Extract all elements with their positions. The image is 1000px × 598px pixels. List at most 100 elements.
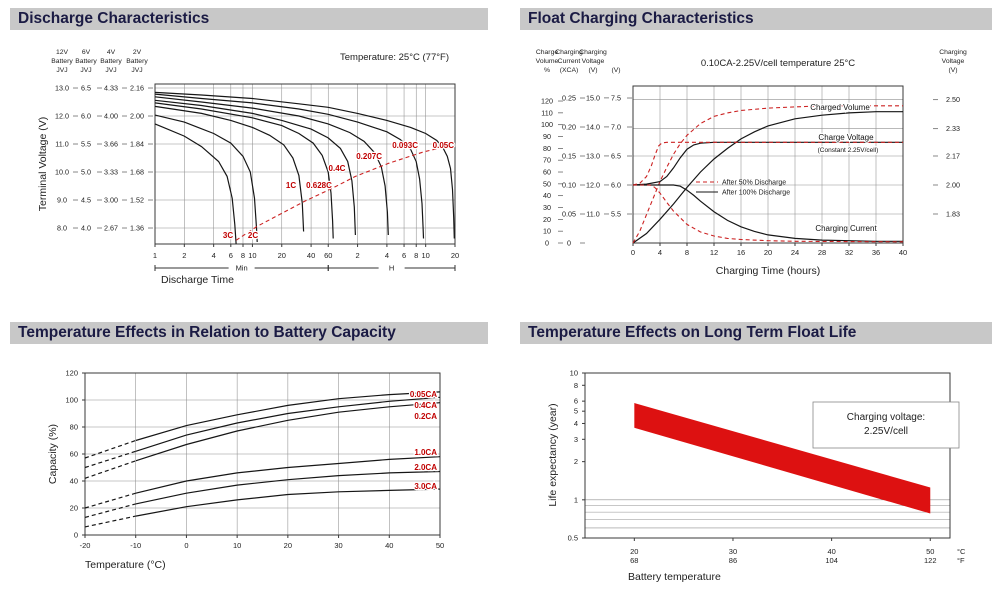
svg-text:Battery: Battery (51, 58, 73, 65)
svg-text:2: 2 (355, 251, 359, 260)
svg-text:30: 30 (543, 203, 551, 212)
svg-text:3.33: 3.33 (104, 168, 118, 177)
svg-text:4V: 4V (107, 49, 116, 56)
panel-title-bar: Discharge Characteristics (10, 8, 488, 30)
svg-text:0.10CA-2.25V/cell temperature: 0.10CA-2.25V/cell temperature 25°C (701, 58, 855, 69)
svg-text:After 50% Discharge: After 50% Discharge (722, 180, 786, 187)
svg-text:10: 10 (570, 369, 578, 378)
svg-text:Voltage: Voltage (942, 58, 965, 65)
svg-text:3.0CA: 3.0CA (414, 482, 437, 491)
svg-text:86: 86 (729, 556, 737, 565)
svg-text:Charge Voltage: Charge Voltage (818, 133, 874, 142)
svg-text:60: 60 (324, 251, 332, 260)
svg-text:Charging Time (hours): Charging Time (hours) (716, 265, 820, 277)
panel-title-text: Discharge Characteristics (18, 10, 210, 27)
svg-text:2.67: 2.67 (104, 224, 118, 233)
svg-text:32: 32 (845, 248, 853, 257)
svg-text:5.5: 5.5 (81, 140, 91, 149)
svg-text:1.52: 1.52 (130, 196, 144, 205)
svg-text:2.16: 2.16 (130, 84, 144, 93)
panel-discharge-characteristics: Discharge Characteristics 1 2 4 6 8 10 20 40 60 2… (10, 8, 488, 300)
svg-text:70: 70 (543, 156, 551, 165)
svg-text:80: 80 (543, 144, 551, 153)
svg-text:120: 120 (65, 369, 78, 378)
svg-text:1.68: 1.68 (130, 168, 144, 177)
svg-text:1: 1 (153, 251, 157, 260)
svg-text:0: 0 (184, 541, 188, 550)
svg-text:6V: 6V (82, 49, 91, 56)
svg-text:15.0: 15.0 (586, 93, 600, 102)
svg-text:JVJ: JVJ (105, 67, 116, 74)
svg-text:14.0: 14.0 (586, 122, 600, 131)
svg-text:0.4CA: 0.4CA (414, 401, 437, 410)
svg-text:20: 20 (630, 547, 638, 556)
svg-text:°C: °C (957, 547, 966, 556)
svg-text:Battery: Battery (100, 58, 122, 65)
svg-text:20: 20 (543, 215, 551, 224)
svg-text:3.00: 3.00 (104, 196, 118, 205)
svg-text:60: 60 (70, 450, 78, 459)
svg-text:0.20: 0.20 (562, 123, 576, 132)
svg-text:Temperature (°C): Temperature (°C) (85, 559, 166, 571)
svg-text:0.05: 0.05 (562, 210, 576, 219)
svg-text:Charging voltage:: Charging voltage: (847, 412, 925, 423)
svg-text:Charging: Charging (579, 49, 607, 56)
svg-text:Min: Min (236, 264, 248, 273)
svg-text:8: 8 (241, 251, 245, 260)
discharge-characteristics-chart: 1 2 4 6 8 10 20 40 60 2 4 6 8 10 2012VBatteryJVJ13.012… (37, 49, 459, 286)
svg-text:9.0: 9.0 (57, 196, 67, 205)
svg-text:8.0: 8.0 (57, 224, 67, 233)
svg-text:11.0: 11.0 (586, 209, 599, 218)
svg-text:Volume: Volume (536, 58, 559, 65)
svg-text:4.33: 4.33 (104, 84, 118, 93)
svg-text:6.0: 6.0 (611, 181, 621, 190)
svg-text:4: 4 (658, 248, 662, 257)
svg-text:36: 36 (872, 248, 880, 257)
svg-text:80: 80 (70, 423, 78, 432)
svg-text:0.15: 0.15 (562, 152, 576, 161)
svg-text:2.33: 2.33 (946, 124, 960, 133)
svg-text:50: 50 (543, 179, 551, 188)
svg-text:20: 20 (70, 504, 78, 513)
svg-text:13.0: 13.0 (55, 84, 69, 93)
svg-text:0: 0 (631, 248, 635, 257)
svg-text:40: 40 (385, 541, 393, 550)
svg-text:30: 30 (334, 541, 342, 550)
svg-text:13.0: 13.0 (586, 151, 600, 160)
svg-text:4: 4 (385, 251, 389, 260)
svg-text:0.093C: 0.093C (392, 141, 418, 150)
svg-text:0.2CA: 0.2CA (414, 412, 437, 421)
svg-text:110: 110 (541, 108, 552, 117)
svg-text:11.0: 11.0 (55, 140, 68, 149)
svg-text:4: 4 (574, 419, 578, 428)
svg-text:JVJ: JVJ (80, 67, 91, 74)
svg-text:50: 50 (926, 547, 934, 556)
svg-text:2C: 2C (248, 231, 258, 240)
svg-text:Current: Current (558, 58, 581, 65)
svg-text:0: 0 (545, 239, 549, 248)
svg-text:(V): (V) (948, 67, 957, 74)
svg-text:5.5: 5.5 (611, 210, 621, 219)
svg-text:4: 4 (212, 251, 216, 260)
panel-title-bar: Temperature Effects in Relation to Batte… (10, 322, 488, 344)
svg-text:120: 120 (541, 97, 553, 106)
svg-text:40: 40 (307, 251, 315, 260)
svg-text:6: 6 (229, 251, 233, 260)
svg-text:40: 40 (899, 248, 907, 257)
svg-text:28: 28 (818, 248, 826, 257)
svg-text:Battery temperature: Battery temperature (628, 571, 721, 583)
svg-text:4.00: 4.00 (104, 112, 118, 121)
svg-text:H: H (389, 264, 394, 273)
panel-temperature-capacity: Temperature Effects in Relation to Batte… (10, 322, 488, 590)
panel-title-bar: Temperature Effects on Long Term Float L… (520, 322, 992, 344)
svg-text:104: 104 (825, 556, 838, 565)
svg-text:%: % (544, 67, 550, 74)
svg-text:90: 90 (543, 132, 551, 141)
svg-text:Charging: Charging (555, 49, 583, 56)
float-charging-characteristics-chart: 0 4 8 12 16 20 24 28 32 36 40 Charge Volume% 0 10 20 30 4… (536, 49, 967, 277)
svg-text:12.0: 12.0 (55, 112, 69, 121)
svg-text:40: 40 (827, 547, 835, 556)
svg-text:Voltage: Voltage (582, 58, 605, 65)
svg-text:16: 16 (737, 248, 745, 257)
